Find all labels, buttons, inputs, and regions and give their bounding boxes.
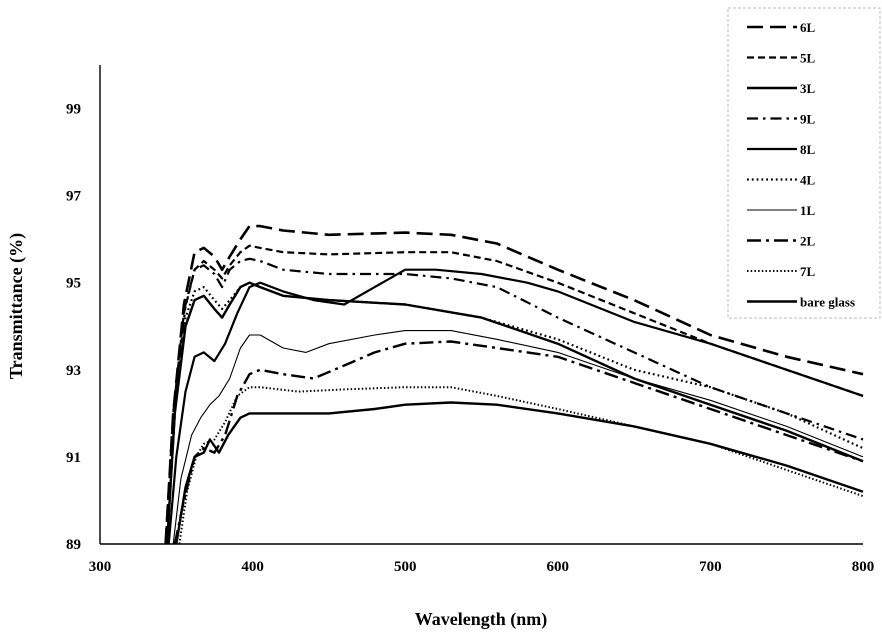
x-axis-title: Wavelength (nm) xyxy=(415,609,548,630)
x-tick-label: 600 xyxy=(547,559,570,575)
series-line-9L xyxy=(166,257,864,545)
legend-label: 2L xyxy=(800,234,816,249)
x-tick-label: 800 xyxy=(852,559,875,575)
legend-label: bare glass xyxy=(800,295,855,310)
series-lines xyxy=(164,224,864,545)
series-line-bare-glass xyxy=(175,401,864,545)
y-tick-label: 95 xyxy=(66,276,81,292)
legend-label: 8L xyxy=(800,142,816,157)
x-tick-label: 300 xyxy=(89,559,112,575)
legend-label: 4L xyxy=(800,173,816,188)
series-line-2L xyxy=(173,340,864,545)
y-tick-label: 91 xyxy=(66,450,81,466)
series-line-6L xyxy=(164,224,864,545)
x-tick-label: 400 xyxy=(241,559,264,575)
x-tick-label: 700 xyxy=(699,559,722,575)
series-line-7L xyxy=(178,386,864,545)
y-tick-label: 93 xyxy=(66,363,81,379)
legend: 6L 5L 3L 9L 8L 4L 1L 2L 7L bare glass xyxy=(727,7,881,319)
y-tick-label: 97 xyxy=(66,189,82,205)
legend-label: 5L xyxy=(800,51,816,66)
axes xyxy=(99,65,863,545)
legend-box xyxy=(727,7,881,319)
legend-label: 3L xyxy=(800,81,816,96)
legend-label: 9L xyxy=(800,112,816,127)
series-line-8L xyxy=(167,268,864,545)
legend-label: 7L xyxy=(800,264,816,279)
series-line-5L xyxy=(164,244,864,545)
x-tick-label: 500 xyxy=(394,559,417,575)
series-line-1L xyxy=(172,330,864,545)
legend-label: 6L xyxy=(800,20,816,35)
legend-label: 1L xyxy=(800,203,816,218)
series-line-4L xyxy=(166,281,864,545)
y-tick-label: 89 xyxy=(66,537,81,553)
tick-labels: 300 400 500 600 700 800 89 91 93 95 97 99 xyxy=(66,102,874,575)
legend-items: 6L 5L 3L 9L 8L 4L 1L 2L 7L bare glass xyxy=(747,20,855,310)
y-axis-title: Transmittance (%) xyxy=(6,233,27,379)
y-tick-label: 99 xyxy=(66,102,81,118)
